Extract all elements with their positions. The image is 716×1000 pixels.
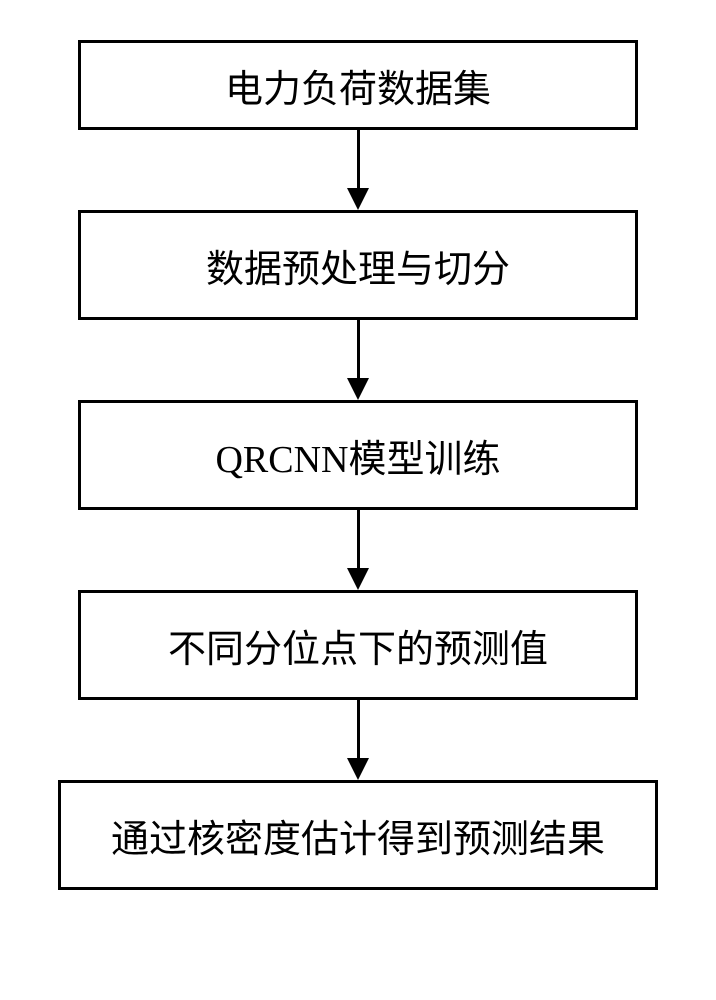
flowchart-node-3: QRCNN模型训练 bbox=[78, 400, 638, 510]
arrow-line bbox=[357, 320, 360, 378]
node-label: 数据预处理与切分 bbox=[206, 238, 510, 293]
flowchart-node-2: 数据预处理与切分 bbox=[78, 210, 638, 320]
node-label: 通过核密度估计得到预测结果 bbox=[111, 808, 605, 863]
flowchart-node-1: 电力负荷数据集 bbox=[78, 40, 638, 130]
flowchart-arrow-2 bbox=[347, 320, 369, 400]
arrow-line bbox=[357, 510, 360, 568]
flowchart-arrow-3 bbox=[347, 510, 369, 590]
flowchart-container: 电力负荷数据集 数据预处理与切分 QRCNN模型训练 不同分位点下的预测值 通过… bbox=[0, 40, 716, 890]
node-label: 不同分位点下的预测值 bbox=[168, 618, 548, 673]
flowchart-arrow-1 bbox=[347, 130, 369, 210]
arrow-head-icon bbox=[347, 188, 369, 210]
arrow-head-icon bbox=[347, 758, 369, 780]
arrow-head-icon bbox=[347, 568, 369, 590]
node-label: 电力负荷数据集 bbox=[225, 58, 491, 113]
flowchart-node-4: 不同分位点下的预测值 bbox=[78, 590, 638, 700]
flowchart-arrow-4 bbox=[347, 700, 369, 780]
arrow-line bbox=[357, 130, 360, 188]
node-label: QRCNN模型训练 bbox=[215, 428, 500, 483]
arrow-line bbox=[357, 700, 360, 758]
flowchart-node-5: 通过核密度估计得到预测结果 bbox=[58, 780, 658, 890]
arrow-head-icon bbox=[347, 378, 369, 400]
